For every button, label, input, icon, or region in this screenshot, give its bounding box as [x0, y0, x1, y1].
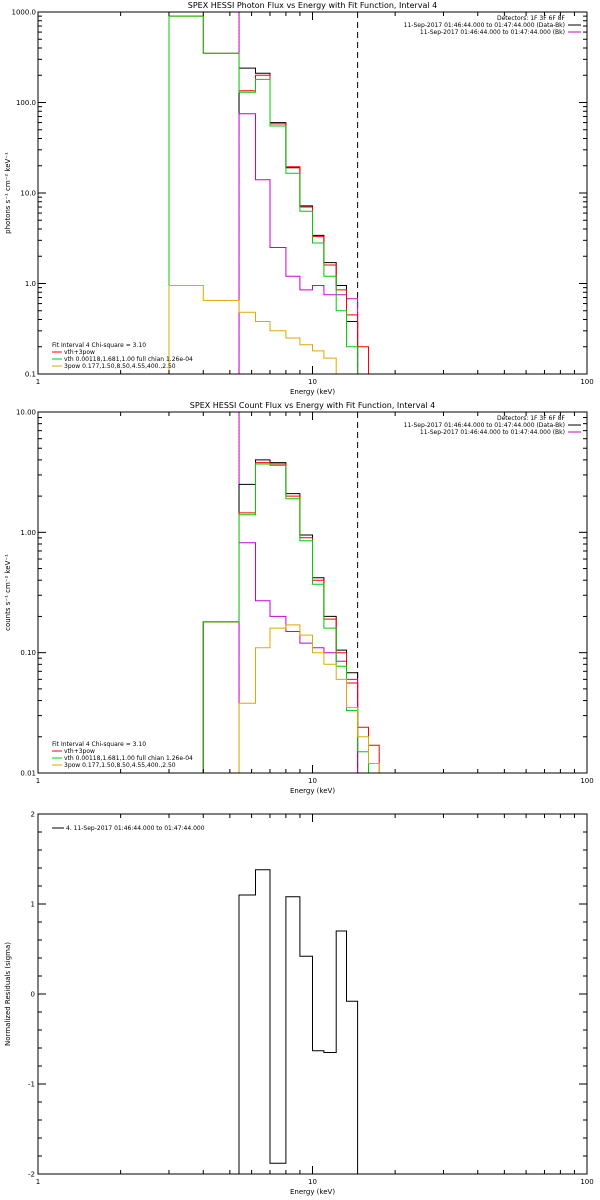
y-tick-label: 1000.0: [12, 9, 37, 17]
x-tick-label: 100: [580, 777, 593, 785]
legend-entry: 11-Sep-2017 01:46:44.000 to 01:47:44.000…: [404, 422, 565, 429]
x-ticks: [37, 412, 588, 773]
series-data-bk: [238, 67, 369, 374]
y-tick-label: 10.0: [20, 190, 36, 198]
series-group: [238, 869, 359, 1174]
x-tick-label: 1: [36, 1178, 40, 1186]
legend-entry: vth+3pow: [64, 349, 95, 356]
y-tick-label: -1: [28, 1081, 35, 1089]
series-3pow: [238, 624, 380, 773]
x-tick-label: 1: [36, 777, 40, 785]
series-vth-3pow: [169, 462, 380, 773]
legend-entry: 11-Sep-2017 01:46:44.000 to 01:47:44.000…: [420, 429, 565, 436]
x-tick-label: 10: [308, 777, 317, 785]
legend-entry: 4. 11-Sep-2017 01:46:44.000 to 01:47:44.…: [66, 825, 205, 832]
y-tick-label: 10.00: [16, 409, 36, 417]
legend-entry: 3pow 0.177,1.50,8.50,4.55,400.,2.50: [64, 762, 176, 769]
series-vth: [168, 15, 369, 374]
y-tick-label: 1.0: [25, 280, 36, 288]
y-axis-label: Normalized Residuals (sigma): [4, 942, 12, 1046]
y-tick-label: 2: [31, 811, 35, 819]
x-axis-label: Energy (keV): [290, 787, 335, 795]
y-ticks: [38, 813, 587, 1175]
y-tick-label: 100.0: [16, 99, 36, 107]
x-axis-label: Energy (keV): [290, 388, 335, 396]
legend-entry: vth 0.00118,1.681,1.00 full chian 1.26e-…: [64, 755, 193, 762]
legend-entry: Detectors: 1F 3F 6F 8F: [497, 15, 566, 22]
x-axis-label: Energy (keV): [290, 1188, 335, 1196]
series-vth-3pow: [168, 15, 380, 374]
y-tick-label: 0.10: [20, 649, 36, 657]
x-ticks: [37, 814, 588, 1174]
y-ticks: [38, 15, 587, 375]
y-axis-label: photons s⁻¹ cm⁻² keV⁻¹: [4, 152, 12, 234]
series-vth: [169, 463, 380, 773]
y-tick-label: -2: [28, 1171, 35, 1179]
x-tick-label: 100: [580, 378, 593, 386]
series-bk: [238, 113, 359, 374]
y-tick-label: 1.00: [20, 529, 36, 537]
series-3pow: [168, 285, 347, 374]
legend-top-left: 4. 11-Sep-2017 01:46:44.000 to 01:47:44.…: [52, 825, 205, 832]
panel-3: 1 10 100 Energy (keV) -2 -1 0 1 2 Normalized Resi…: [4, 811, 594, 1197]
chart-title: SPEX HESSI Photon Flux vs Energy with Fi…: [188, 1, 438, 10]
y-tick-label: 0.1: [25, 371, 36, 379]
x-tick-label: 10: [308, 378, 317, 386]
legend-entry: Fit Interval 4 Chi-square = 3.10: [52, 741, 146, 748]
legend-bottom-left: Fit Interval 4 Chi-square = 3.10vth+3pow…: [52, 342, 193, 370]
y-ticks: [38, 417, 587, 774]
axes-frame: [37, 11, 588, 375]
panel-1: SPEX HESSI Photon Flux vs Energy with Fi…: [4, 1, 594, 396]
x-ticks: [37, 12, 588, 374]
y-axis-label: counts s⁻¹ cm⁻² keV⁻¹: [4, 554, 12, 631]
legend-entry: 11-Sep-2017 01:46:44.000 to 01:47:44.000…: [420, 29, 565, 36]
series-group: [168, 15, 380, 374]
legend-entry: 11-Sep-2017 01:46:44.000 to 01:47:44.000…: [404, 22, 565, 29]
series-bk: [238, 542, 359, 773]
x-tick-label: 100: [580, 1178, 593, 1186]
legend-entry: vth+3pow: [64, 748, 95, 755]
series-group: [169, 459, 380, 773]
legend-entry: vth 0.00118,1.681,1.00 full chian 1.26e-…: [64, 356, 193, 363]
y-tick-label: 0.01: [20, 770, 36, 778]
panel-2: SPEX HESSI Count Flux vs Energy with Fit…: [4, 401, 594, 795]
legend-entry: Fit Interval 4 Chi-square = 3.10: [52, 342, 146, 349]
x-tick-label: 10: [308, 1178, 317, 1186]
y-tick-label: 1: [31, 901, 35, 909]
axes-frame: [37, 411, 588, 774]
legend-entry: Detectors: 1F 3F 6F 8F: [497, 415, 566, 422]
chart-title: SPEX HESSI Count Flux vs Energy with Fit…: [190, 401, 435, 410]
x-tick-label: 1: [36, 378, 40, 386]
y-tick-label: 0: [31, 991, 35, 999]
legend-entry: 3pow 0.177,1.50,8.50,4.55,400.,2.50: [64, 363, 176, 370]
legend-bottom-left: Fit Interval 4 Chi-square = 3.10vth+3pow…: [52, 741, 193, 769]
series-residuals: [238, 869, 359, 1174]
